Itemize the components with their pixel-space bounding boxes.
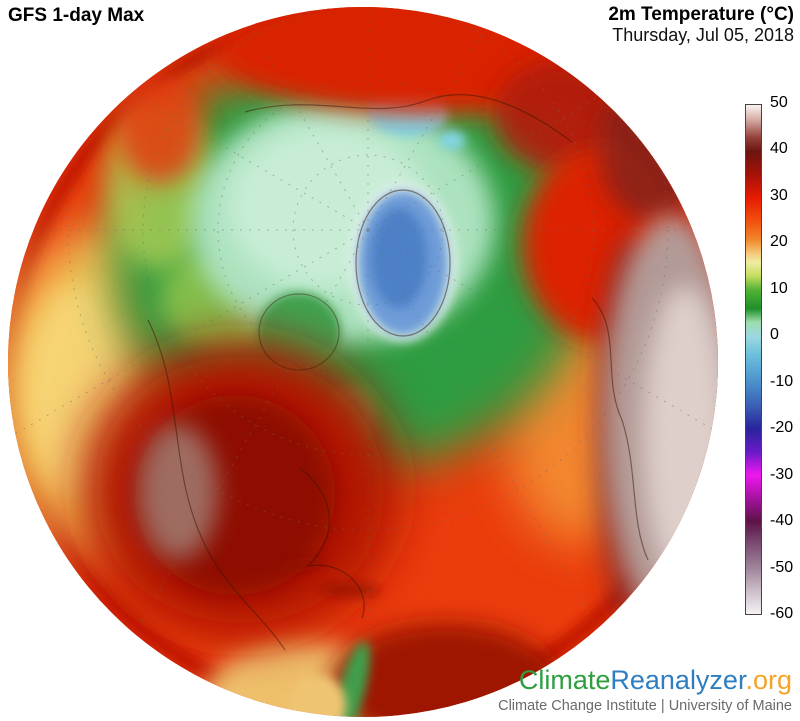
region-sahara-extreme-heat xyxy=(595,215,718,625)
colorbar-tick-label: -40 xyxy=(770,512,794,530)
brand-subtitle: Climate Change Institute | University of… xyxy=(498,698,792,715)
colorbar-tick-label: -50 xyxy=(770,558,794,576)
colorbar-gradient xyxy=(745,104,762,615)
colorbar-tick-label: 50 xyxy=(770,94,788,111)
variable-title: 2m Temperature (°C) xyxy=(608,4,794,25)
colorbar-tick-label: 0 xyxy=(770,326,779,344)
brand-wordmark[interactable]: ClimateReanalyzer.org xyxy=(498,666,792,696)
page-title: GFS 1-day Max xyxy=(8,5,145,26)
temperature-colorbar: 50 40 30 20 10 0 -10 -20 -30 -40 -50 -60 xyxy=(745,94,793,622)
brand-part: Climate xyxy=(518,665,611,696)
brand-part: .org xyxy=(745,665,792,696)
colorbar-ticks: 50 40 30 20 10 0 -10 -20 -30 -40 -50 -60 xyxy=(770,94,800,622)
colorbar-tick-label: 20 xyxy=(770,233,788,251)
colorbar-tick-label: -60 xyxy=(770,605,794,622)
colorbar-tick-label: 40 xyxy=(770,140,788,158)
graticule-lines xyxy=(8,7,718,690)
colorbar-tick-label: 30 xyxy=(770,186,788,204)
coastline-strokes xyxy=(147,94,649,651)
site-branding: ClimateReanalyzer.org Climate Change Ins… xyxy=(498,666,792,715)
region-north-america-heat xyxy=(80,340,400,640)
map-variable-header: 2m Temperature (°C) Thursday, Jul 05, 20… xyxy=(608,4,794,46)
region-greenland xyxy=(349,182,457,342)
colorbar-tick-label: -10 xyxy=(770,372,794,390)
region-south-america xyxy=(290,623,560,717)
valid-date: Thursday, Jul 05, 2018 xyxy=(612,25,794,45)
brand-part: Reanalyzer xyxy=(610,665,746,696)
colorbar-tick-label: -30 xyxy=(770,465,794,483)
colorbar-tick-label: -20 xyxy=(770,419,794,437)
colorbar-tick-label: 10 xyxy=(770,279,788,297)
